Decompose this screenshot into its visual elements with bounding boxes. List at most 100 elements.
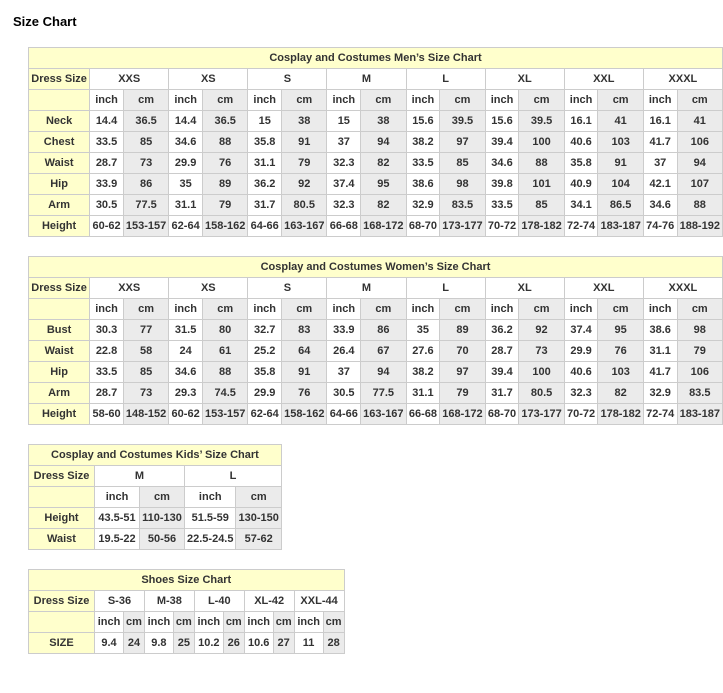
cm-unit-header: cm [140,487,184,507]
value-cell: 31.7 [248,195,282,215]
value-cell: 31.1 [248,153,282,173]
value-cell: 60-62 [90,216,123,236]
empty-label-cell [29,90,90,110]
table-row: Height 43.5-51 110-130 51.5-59 130-150 [29,508,281,528]
value-cell: 82 [598,383,643,403]
value-cell: 79 [202,195,248,215]
value-cell: 29.9 [564,341,598,361]
value-cell: 35.8 [248,132,282,152]
cm-unit-header: cm [677,90,722,110]
value-cell: 86 [361,320,406,340]
table-title: Cosplay and Costumes Men’s Size Chart [29,48,722,68]
row-label: Height [29,508,94,528]
value-cell: 32.3 [327,195,361,215]
value-cell: 89 [202,174,248,194]
value-cell: 110-130 [140,508,184,528]
value-cell: 86.5 [598,195,643,215]
value-cell: 16.1 [564,111,598,131]
size-header: XL-42 [244,591,294,611]
inch-unit-header: inch [185,487,236,507]
value-cell: 29.9 [169,153,202,173]
value-cell: 35.8 [248,362,282,382]
value-cell: 163-167 [361,404,406,424]
value-cell: 39.5 [519,111,564,131]
inch-unit-header: inch [194,612,223,632]
value-cell: 74.5 [202,383,248,403]
value-cell: 26.4 [327,341,361,361]
value-cell: 60-62 [169,404,202,424]
value-cell: 33.9 [90,174,123,194]
cm-unit-header: cm [440,90,485,110]
value-cell: 72-74 [643,404,677,424]
value-cell: 64 [282,341,327,361]
value-cell: 148-152 [123,404,169,424]
value-cell: 50-56 [140,529,184,549]
value-cell: 61 [202,341,248,361]
inch-unit-header: inch [95,612,123,632]
value-cell: 94 [361,132,406,152]
value-cell: 24 [124,633,144,653]
inch-unit-header: inch [564,299,598,319]
value-cell: 80.5 [519,383,564,403]
value-cell: 33.9 [327,320,361,340]
value-cell: 35 [169,174,202,194]
value-cell: 100 [519,362,564,382]
size-header: XXL [564,278,643,298]
value-cell: 37 [327,132,361,152]
value-cell: 178-182 [598,404,643,424]
value-cell: 163-167 [282,216,327,236]
value-cell: 106 [677,132,722,152]
value-cell: 97 [440,362,485,382]
value-cell: 94 [361,362,406,382]
value-cell: 9.8 [144,633,173,653]
value-cell: 31.1 [169,195,202,215]
value-cell: 94 [677,153,722,173]
value-cell: 39.4 [485,132,519,152]
inch-unit-header: inch [406,299,440,319]
value-cell: 36.2 [248,174,282,194]
value-cell: 64-66 [248,216,282,236]
cm-unit-header: cm [598,299,643,319]
value-cell: 41 [598,111,643,131]
value-cell: 36.5 [123,111,169,131]
value-cell: 62-64 [248,404,282,424]
inch-unit-header: inch [564,90,598,110]
value-cell: 22.5-24.5 [185,529,236,549]
womens-size-chart-table: Cosplay and Costumes Women’s Size Chart D… [28,256,723,425]
row-label: Waist [29,153,90,173]
value-cell: 57-62 [236,529,281,549]
value-cell: 40.6 [564,132,598,152]
value-cell: 15.6 [485,111,519,131]
value-cell: 92 [519,320,564,340]
value-cell: 39.4 [485,362,519,382]
cm-unit-header: cm [202,299,248,319]
value-cell: 28.7 [90,383,123,403]
value-cell: 104 [598,174,643,194]
value-cell: 85 [440,153,485,173]
value-cell: 32.9 [643,383,677,403]
value-cell: 168-172 [440,404,485,424]
value-cell: 31.7 [485,383,519,403]
size-header: XXS [90,278,169,298]
row-label: SIZE [29,633,94,653]
cm-unit-header: cm [323,612,344,632]
value-cell: 168-172 [361,216,406,236]
cm-unit-header: cm [519,299,564,319]
table-row: Bust 30.3 77 31.5 80 32.7 83 33.9 86 35 89 36.2 92 37… [29,320,722,340]
cm-unit-header: cm [273,612,294,632]
row-label: Arm [29,195,90,215]
table-row: Hip 33.5 85 34.6 88 35.8 91 37 94 38.2 97 39.4 100 40… [29,362,722,382]
value-cell: 32.7 [248,320,282,340]
inch-unit-header: inch [485,299,519,319]
value-cell: 88 [202,132,248,152]
value-cell: 82 [361,153,406,173]
table-row: Height 58-60 148-152 60-62 153-157 62-64 158-1… [29,404,722,424]
value-cell: 83 [282,320,327,340]
value-cell: 98 [440,174,485,194]
value-cell: 76 [282,383,327,403]
value-cell: 19.5-22 [95,529,139,549]
value-cell: 153-157 [202,404,248,424]
value-cell: 88 [677,195,722,215]
value-cell: 38 [361,111,406,131]
cm-unit-header: cm [236,487,281,507]
